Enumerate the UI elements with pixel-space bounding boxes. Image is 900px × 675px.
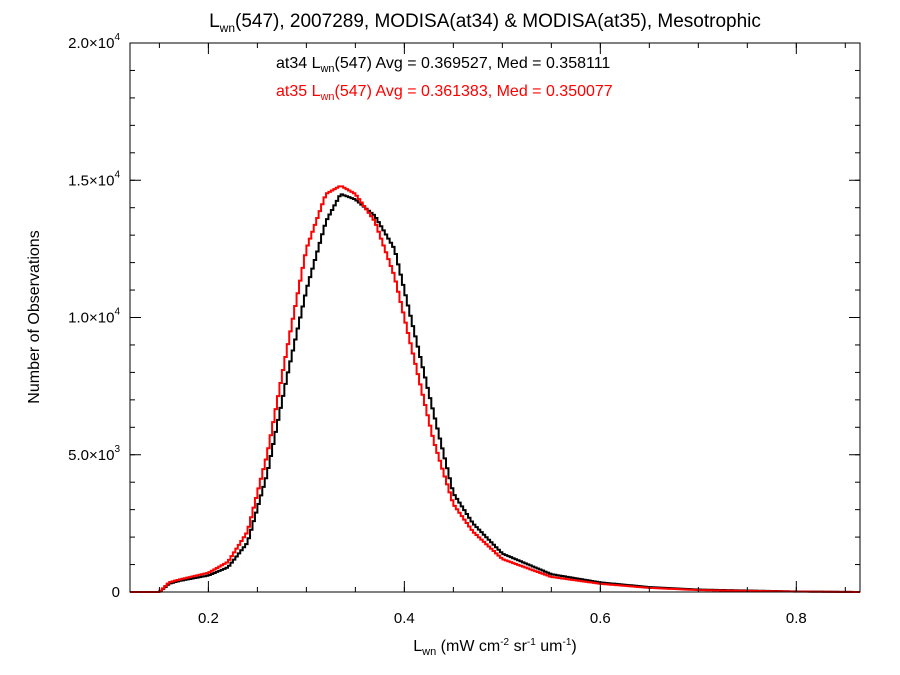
- chart-title: Lwn(547), 2007289, MODISA(at34) & MODISA…: [209, 11, 761, 35]
- plot-frame: [129, 42, 861, 593]
- series-line-1: [130, 185, 860, 593]
- x-tick-label-3: 0.8: [786, 610, 807, 627]
- axes-layer: 0.2 0.4 0.6 0.8 0 5.0×103 1.0×104 1.5×104 2.0×10…: [68, 32, 860, 627]
- x-tick-label-0: 0.2: [198, 610, 219, 627]
- series-layer: [130, 185, 860, 593]
- y-tick-label-4: 2.0×104: [68, 32, 120, 52]
- y-axis-label: Number of Observations: [26, 230, 43, 403]
- y-tick-label-0: 0: [112, 584, 120, 601]
- series-line-0: [130, 193, 860, 593]
- y-tick-label-2: 1.0×104: [68, 307, 120, 327]
- annotation-at35: at35 Lwn(547) Avg = 0.361383, Med = 0.35…: [276, 83, 613, 103]
- x-tick-label-2: 0.6: [590, 610, 611, 627]
- x-axis-label: Lwn (mW cm-2 sr-1 um-1): [413, 637, 576, 658]
- annotation-at34: at34 Lwn(547) Avg = 0.369527, Med = 0.35…: [276, 55, 610, 75]
- x-tick-label-1: 0.4: [394, 610, 415, 627]
- y-tick-label-3: 1.5×104: [68, 169, 120, 189]
- y-tick-label-1: 5.0×103: [68, 444, 120, 464]
